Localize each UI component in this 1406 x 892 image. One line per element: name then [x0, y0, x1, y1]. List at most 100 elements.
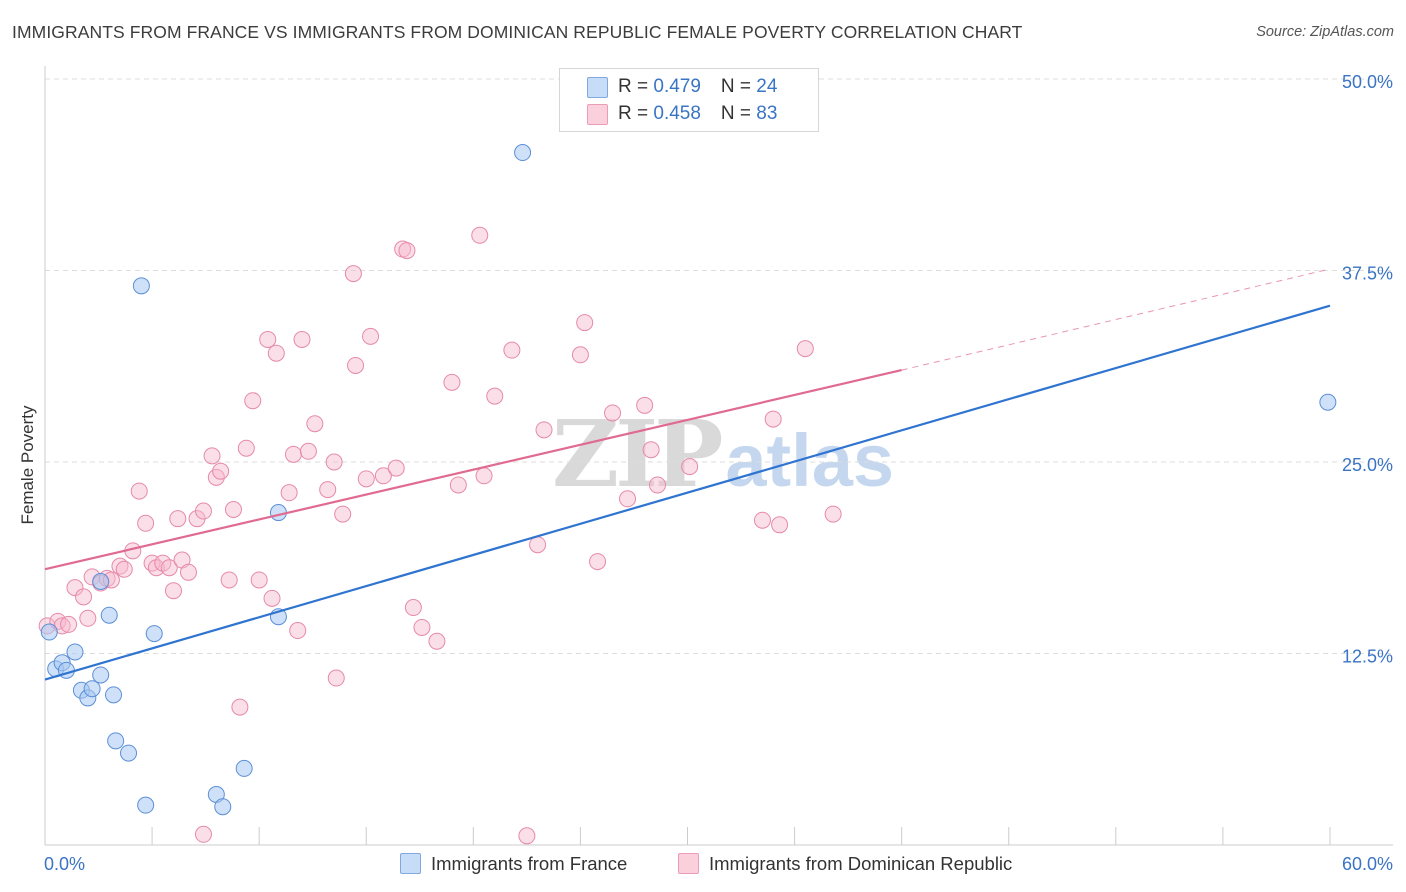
dominican-point — [344, 265, 362, 283]
dominican-point — [771, 516, 789, 534]
france-point — [40, 623, 58, 641]
legend-n-value-dominican: 83 — [756, 103, 778, 124]
dominican-point — [137, 514, 155, 532]
france-point — [100, 606, 118, 624]
legend-r-value-dominican: 0.458 — [653, 103, 701, 124]
dominican-point — [619, 490, 637, 508]
dominican-point — [334, 505, 352, 523]
dominican-point — [250, 571, 268, 589]
dominican-point — [293, 330, 311, 348]
dominican-point — [319, 481, 337, 499]
dominican-point — [169, 510, 187, 528]
y-tick-label: 12.5% — [1342, 647, 1393, 667]
dominican-point — [289, 622, 307, 640]
dominican-point — [824, 505, 842, 523]
correlation-legend: R = 0.479 N = 24 R = 0.458 N = 83 — [559, 68, 819, 132]
dominican-point — [753, 511, 771, 529]
dominican-point — [244, 392, 262, 410]
x-tick-label: 60.0% — [1342, 854, 1393, 874]
dominican-point — [60, 615, 78, 633]
legend-swatch-france — [587, 77, 608, 98]
france-point — [120, 744, 138, 762]
dominican-point — [428, 632, 446, 650]
dominican-point — [79, 609, 97, 627]
france-point — [92, 666, 110, 684]
dominican-point — [503, 341, 521, 359]
dominican-point — [347, 356, 365, 374]
dominican-point — [387, 459, 405, 477]
france-point — [514, 144, 532, 162]
dominican-point — [299, 442, 317, 460]
legend-n-label: N = — [720, 103, 757, 124]
dominican-point — [404, 599, 422, 617]
dominican-trend-extension — [901, 268, 1331, 371]
dominican-point — [576, 314, 594, 332]
dominican-point — [220, 571, 238, 589]
legend-r-label: R = — [618, 76, 654, 97]
dominican-point — [231, 698, 249, 716]
dominican-point — [194, 502, 212, 520]
y-tick-label: 25.0% — [1342, 455, 1393, 475]
dominican-point — [443, 373, 461, 391]
dominican-point — [267, 344, 285, 362]
france-point — [105, 686, 123, 704]
dominican-point — [529, 536, 547, 554]
dominican-point — [764, 410, 782, 428]
legend-n-label: N = — [720, 76, 757, 97]
dominican-point — [535, 421, 553, 439]
dominican-point — [518, 827, 536, 845]
y-tick-label: 37.5% — [1342, 264, 1393, 284]
dominican-point — [649, 476, 667, 494]
dominican-point — [471, 226, 489, 244]
bottom-legend-label-dominican: Immigrants from Dominican Republic — [709, 853, 1013, 874]
dominican-point — [115, 560, 133, 578]
dominican-point — [66, 579, 84, 597]
france-point — [107, 732, 125, 750]
dominican-point — [179, 563, 197, 581]
dominican-point — [207, 468, 225, 486]
dominican-point — [413, 618, 431, 636]
dominican-point — [589, 553, 607, 571]
dominican-point — [259, 330, 277, 348]
dominican-point — [203, 447, 221, 465]
dominican-point — [398, 242, 416, 260]
legend-swatch-dominican — [587, 104, 608, 125]
legend-r-value-france: 0.479 — [653, 76, 701, 97]
x-tick-label: 0.0% — [44, 854, 85, 874]
dominican-point — [325, 453, 343, 471]
dominican-point — [280, 484, 298, 502]
france-trend-line — [44, 304, 1331, 681]
dominican-point — [194, 825, 212, 843]
dominican-point — [681, 458, 699, 476]
dominican-point — [374, 467, 392, 485]
dominican-point — [571, 346, 589, 364]
france-point — [137, 796, 155, 814]
source-label: Source: ZipAtlas.com — [1256, 24, 1394, 40]
dominican-point — [327, 669, 345, 687]
legend-n-value-france: 24 — [756, 76, 778, 97]
bottom-legend-swatch-france — [400, 853, 421, 874]
dominican-point — [165, 582, 182, 600]
dominican-point — [75, 588, 93, 606]
dominican-point — [284, 445, 302, 463]
france-point — [83, 680, 101, 698]
dominican-point — [130, 482, 148, 500]
dominican-point — [475, 467, 493, 485]
dominican-point — [486, 387, 504, 405]
dominican-point — [449, 476, 467, 494]
dominican-point — [636, 396, 654, 414]
france-point — [235, 759, 253, 777]
dominican-point — [362, 327, 380, 345]
dominican-point — [263, 589, 281, 607]
france-point — [92, 572, 110, 590]
y-tick-label: 50.0% — [1342, 72, 1393, 92]
dominican-point — [237, 439, 255, 457]
france-point — [214, 798, 232, 816]
dominican-point — [796, 340, 814, 358]
dominican-point — [357, 470, 375, 488]
dominican-point — [224, 500, 242, 518]
france-point — [1319, 393, 1337, 411]
dominican-trend-line — [44, 369, 902, 571]
france-point — [132, 277, 150, 295]
